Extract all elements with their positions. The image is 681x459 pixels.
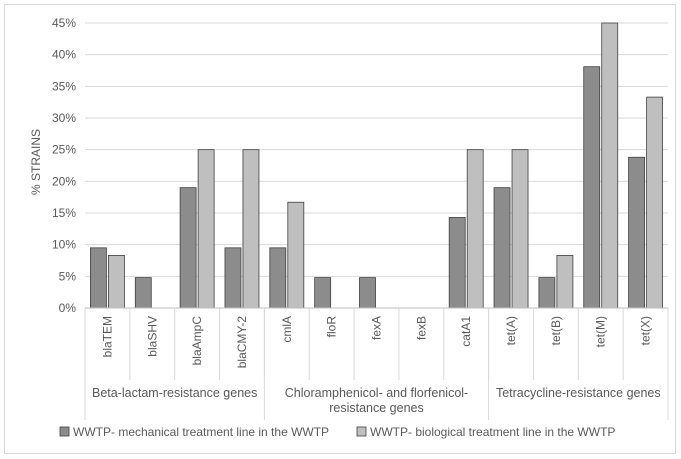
- y-tick-label: 20%: [52, 174, 76, 188]
- bar: [583, 66, 601, 309]
- x-tick-label: cmlA: [280, 316, 294, 343]
- y-tick-label: 5%: [59, 269, 77, 283]
- bar: [359, 277, 376, 309]
- legend-swatch: [59, 426, 70, 437]
- bar: [287, 201, 305, 309]
- bar: [628, 156, 645, 309]
- y-tick-label: 35%: [52, 79, 76, 93]
- x-tick-label: fexA: [370, 316, 384, 340]
- x-tick-label: fexB: [414, 316, 428, 340]
- y-tick-label: 45%: [52, 16, 76, 30]
- x-tick-label: blaTEM: [100, 316, 114, 357]
- y-tick-label: 25%: [52, 143, 76, 157]
- group-label: resistance genes: [329, 401, 424, 415]
- bar: [242, 149, 260, 309]
- x-tick-label: blaCMY-2: [235, 316, 249, 369]
- bar: [224, 247, 242, 309]
- bar: [179, 187, 197, 309]
- bar: [197, 149, 215, 309]
- y-tick-label: 30%: [52, 111, 76, 125]
- bars: [90, 22, 663, 309]
- chart-frame: [4, 4, 676, 454]
- group-label: Tetracycline-resistance genes: [496, 386, 661, 400]
- x-tick-label: tet(M): [594, 316, 608, 347]
- x-tick-label: blaSHV: [145, 316, 159, 357]
- legend-label: WWTP- biological treatment line in the W…: [370, 425, 615, 439]
- legend-swatch: [356, 426, 367, 437]
- gridlines: [85, 22, 668, 309]
- bar: [314, 277, 332, 309]
- axes: 0% 5% 10% 15% 20% 25% 30% 35% 40% 45% blaTEM blaSHV…: [52, 16, 669, 420]
- x-tick-label: tet(X): [639, 316, 653, 345]
- x-tick-label: blaAmpC: [190, 316, 204, 366]
- x-tick-label: catA1: [459, 316, 473, 347]
- x-tick-label: tet(A): [504, 316, 518, 345]
- bar: [269, 247, 287, 309]
- legend-label: WWTP- mechanical treatment line in the W…: [73, 425, 329, 439]
- bar: [448, 217, 466, 309]
- y-tick-label: 15%: [52, 206, 76, 220]
- legend: WWTP- mechanical treatment line in the W…: [59, 425, 615, 439]
- bar: [556, 255, 574, 309]
- bar: [601, 22, 619, 309]
- group-label: Beta-lactam-resistance genes: [92, 386, 257, 400]
- bar: [493, 187, 511, 309]
- y-axis-title: % STRAINS: [29, 129, 43, 195]
- bar: [511, 149, 529, 309]
- bar: [466, 149, 484, 309]
- bar: [134, 277, 152, 309]
- bar: [108, 255, 125, 309]
- y-tick-label: 40%: [52, 48, 76, 62]
- group-label: Chloramphenicol- and florfenicol-: [285, 386, 468, 400]
- bar: [538, 277, 556, 309]
- x-tick-label: tet(B): [549, 316, 563, 345]
- bar: [90, 247, 107, 309]
- bar: [646, 96, 663, 309]
- y-tick-label: 10%: [52, 238, 76, 252]
- x-tick-label: floR: [325, 316, 339, 338]
- y-tick-label: 0%: [59, 301, 77, 315]
